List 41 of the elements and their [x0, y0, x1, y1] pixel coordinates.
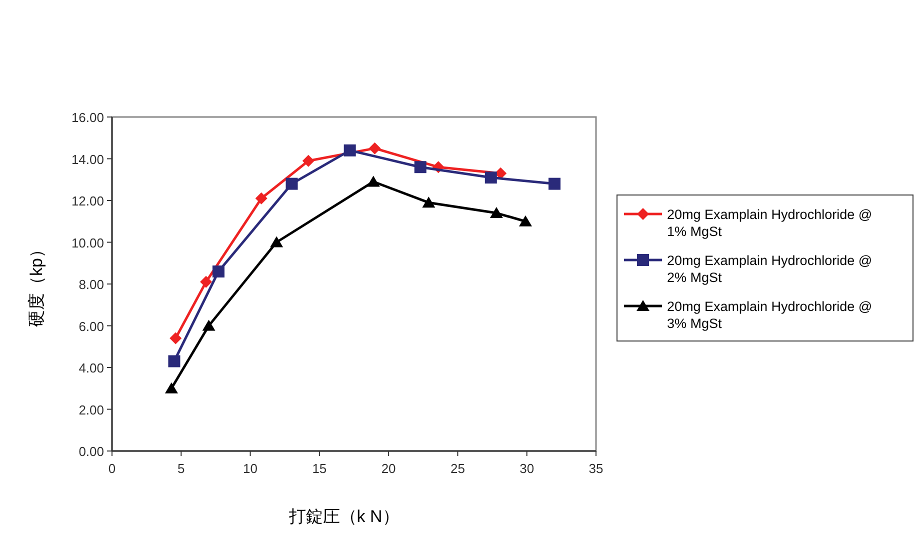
y-tick-label: 0.00 — [78, 444, 104, 459]
point — [414, 161, 426, 174]
point — [422, 196, 436, 208]
x-tick-label: 25 — [450, 461, 465, 476]
x-tick-label: 35 — [588, 461, 604, 476]
y-tick-label: 14.00 — [71, 152, 104, 167]
point — [484, 172, 497, 184]
point — [518, 215, 532, 226]
y-tick-label: 2.00 — [78, 402, 104, 418]
point — [212, 265, 224, 278]
y-tick-label: 8.00 — [78, 277, 104, 292]
point — [366, 176, 380, 187]
x-tick-label: 15 — [312, 461, 327, 476]
x-tick-label: 5 — [178, 461, 185, 476]
point — [548, 178, 561, 190]
point — [255, 192, 268, 204]
legend-label: 20mg Examplain Hydrochloride @ 2% MgSt — [667, 253, 872, 285]
y-tick-label: 6.00 — [78, 318, 104, 334]
y-tick-label: 4.00 — [78, 360, 104, 376]
point — [168, 355, 180, 368]
y-tick-label: 16.00 — [71, 110, 104, 125]
legend-label: 20mg Examplain Hydrochloride @ 3% MgSt — [667, 299, 872, 331]
x-tick-label: 0 — [108, 461, 116, 476]
y-axis-title: 硬度（kp） — [27, 241, 46, 327]
point — [164, 382, 178, 394]
point — [344, 144, 356, 156]
x-axis-title: 打錠圧（k N） — [288, 507, 400, 526]
point — [490, 207, 503, 218]
x-tick-label: 10 — [243, 461, 258, 476]
x-tick-label: 30 — [520, 461, 534, 476]
y-tick-label: 12.00 — [71, 194, 104, 208]
point — [200, 276, 212, 288]
x-tick-label: 20 — [381, 461, 396, 476]
point — [270, 236, 284, 248]
point — [202, 320, 216, 331]
point — [286, 178, 298, 190]
point — [170, 332, 182, 344]
legend-label: 20mg Examplain Hydrochloride @ 1% MgSt — [667, 207, 872, 239]
y-tick-label: 10.00 — [71, 235, 104, 250]
point — [302, 154, 314, 167]
point — [368, 142, 381, 154]
